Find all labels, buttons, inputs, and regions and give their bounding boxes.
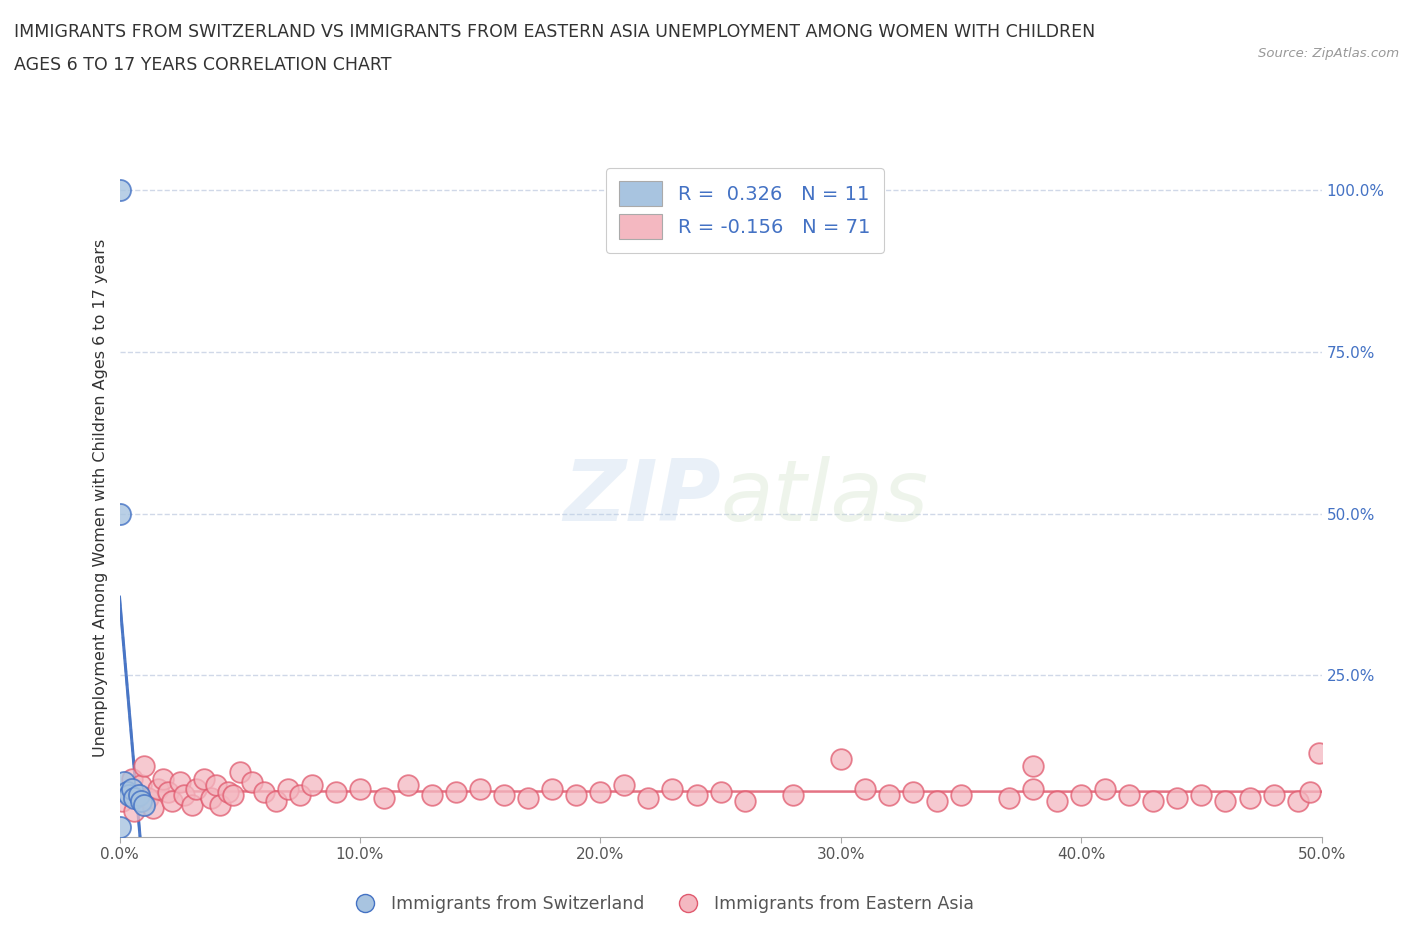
Point bbox=[115, 784, 138, 799]
Point bbox=[204, 777, 226, 792]
Y-axis label: Unemployment Among Women with Children Ages 6 to 17 years: Unemployment Among Women with Children A… bbox=[93, 238, 108, 757]
Point bbox=[1166, 790, 1188, 805]
Point bbox=[193, 771, 215, 786]
Point bbox=[142, 801, 165, 816]
Point bbox=[264, 794, 287, 809]
Point bbox=[998, 790, 1021, 805]
Point bbox=[253, 784, 276, 799]
Point bbox=[1046, 794, 1069, 809]
Point bbox=[1022, 759, 1045, 774]
Point bbox=[373, 790, 395, 805]
Point bbox=[288, 788, 311, 803]
Point bbox=[180, 797, 202, 812]
Point bbox=[661, 781, 683, 796]
Point bbox=[1118, 788, 1140, 803]
Point bbox=[541, 781, 564, 796]
Point bbox=[138, 790, 160, 805]
Point bbox=[349, 781, 371, 796]
Point bbox=[1142, 794, 1164, 809]
Point bbox=[186, 781, 208, 796]
Point bbox=[156, 784, 179, 799]
Point bbox=[228, 764, 252, 779]
Point bbox=[1286, 794, 1309, 809]
Point bbox=[209, 797, 232, 812]
Point bbox=[122, 804, 145, 818]
Point bbox=[122, 790, 145, 805]
Text: Source: ZipAtlas.com: Source: ZipAtlas.com bbox=[1258, 46, 1399, 60]
Point bbox=[112, 775, 135, 790]
Point bbox=[301, 777, 323, 792]
Point bbox=[121, 771, 143, 786]
Point bbox=[685, 788, 707, 803]
Point bbox=[1298, 784, 1320, 799]
Point bbox=[709, 784, 731, 799]
Point bbox=[830, 752, 852, 767]
Point bbox=[925, 794, 948, 809]
Point bbox=[169, 775, 191, 790]
Point bbox=[877, 788, 900, 803]
Point bbox=[517, 790, 540, 805]
Point bbox=[129, 794, 152, 809]
Point bbox=[1263, 788, 1285, 803]
Text: atlas: atlas bbox=[720, 456, 928, 539]
Point bbox=[277, 781, 299, 796]
Point bbox=[121, 781, 143, 796]
Point bbox=[1070, 788, 1092, 803]
Point bbox=[901, 784, 924, 799]
Point bbox=[162, 794, 184, 809]
Point bbox=[1215, 794, 1237, 809]
Point bbox=[108, 506, 131, 521]
Point bbox=[396, 777, 419, 792]
Legend: Immigrants from Switzerland, Immigrants from Eastern Asia: Immigrants from Switzerland, Immigrants … bbox=[340, 888, 980, 920]
Point bbox=[1308, 746, 1330, 761]
Point bbox=[444, 784, 467, 799]
Point bbox=[221, 788, 243, 803]
Point bbox=[146, 781, 169, 796]
Point bbox=[240, 775, 263, 790]
Point bbox=[200, 790, 222, 805]
Point bbox=[468, 781, 492, 796]
Point bbox=[108, 183, 131, 198]
Text: ZIP: ZIP bbox=[562, 456, 720, 539]
Point bbox=[853, 781, 876, 796]
Point bbox=[118, 788, 141, 803]
Point bbox=[115, 784, 138, 799]
Text: IMMIGRANTS FROM SWITZERLAND VS IMMIGRANTS FROM EASTERN ASIA UNEMPLOYMENT AMONG W: IMMIGRANTS FROM SWITZERLAND VS IMMIGRANT… bbox=[14, 23, 1095, 41]
Point bbox=[494, 788, 516, 803]
Point bbox=[734, 794, 756, 809]
Point bbox=[217, 784, 239, 799]
Point bbox=[108, 820, 131, 835]
Point bbox=[128, 788, 150, 803]
Point bbox=[1022, 781, 1045, 796]
Point bbox=[132, 797, 155, 812]
Point bbox=[129, 777, 152, 792]
Point bbox=[565, 788, 588, 803]
Point bbox=[589, 784, 612, 799]
Point bbox=[613, 777, 636, 792]
Point bbox=[128, 788, 150, 803]
Text: AGES 6 TO 17 YEARS CORRELATION CHART: AGES 6 TO 17 YEARS CORRELATION CHART bbox=[14, 56, 391, 73]
Point bbox=[111, 794, 134, 809]
Point bbox=[132, 759, 155, 774]
Point bbox=[173, 788, 195, 803]
Point bbox=[782, 788, 804, 803]
Point bbox=[637, 790, 659, 805]
Point bbox=[152, 771, 174, 786]
Point bbox=[325, 784, 347, 799]
Point bbox=[1094, 781, 1116, 796]
Point bbox=[420, 788, 443, 803]
Point bbox=[1189, 788, 1212, 803]
Point bbox=[949, 788, 972, 803]
Point bbox=[1239, 790, 1261, 805]
